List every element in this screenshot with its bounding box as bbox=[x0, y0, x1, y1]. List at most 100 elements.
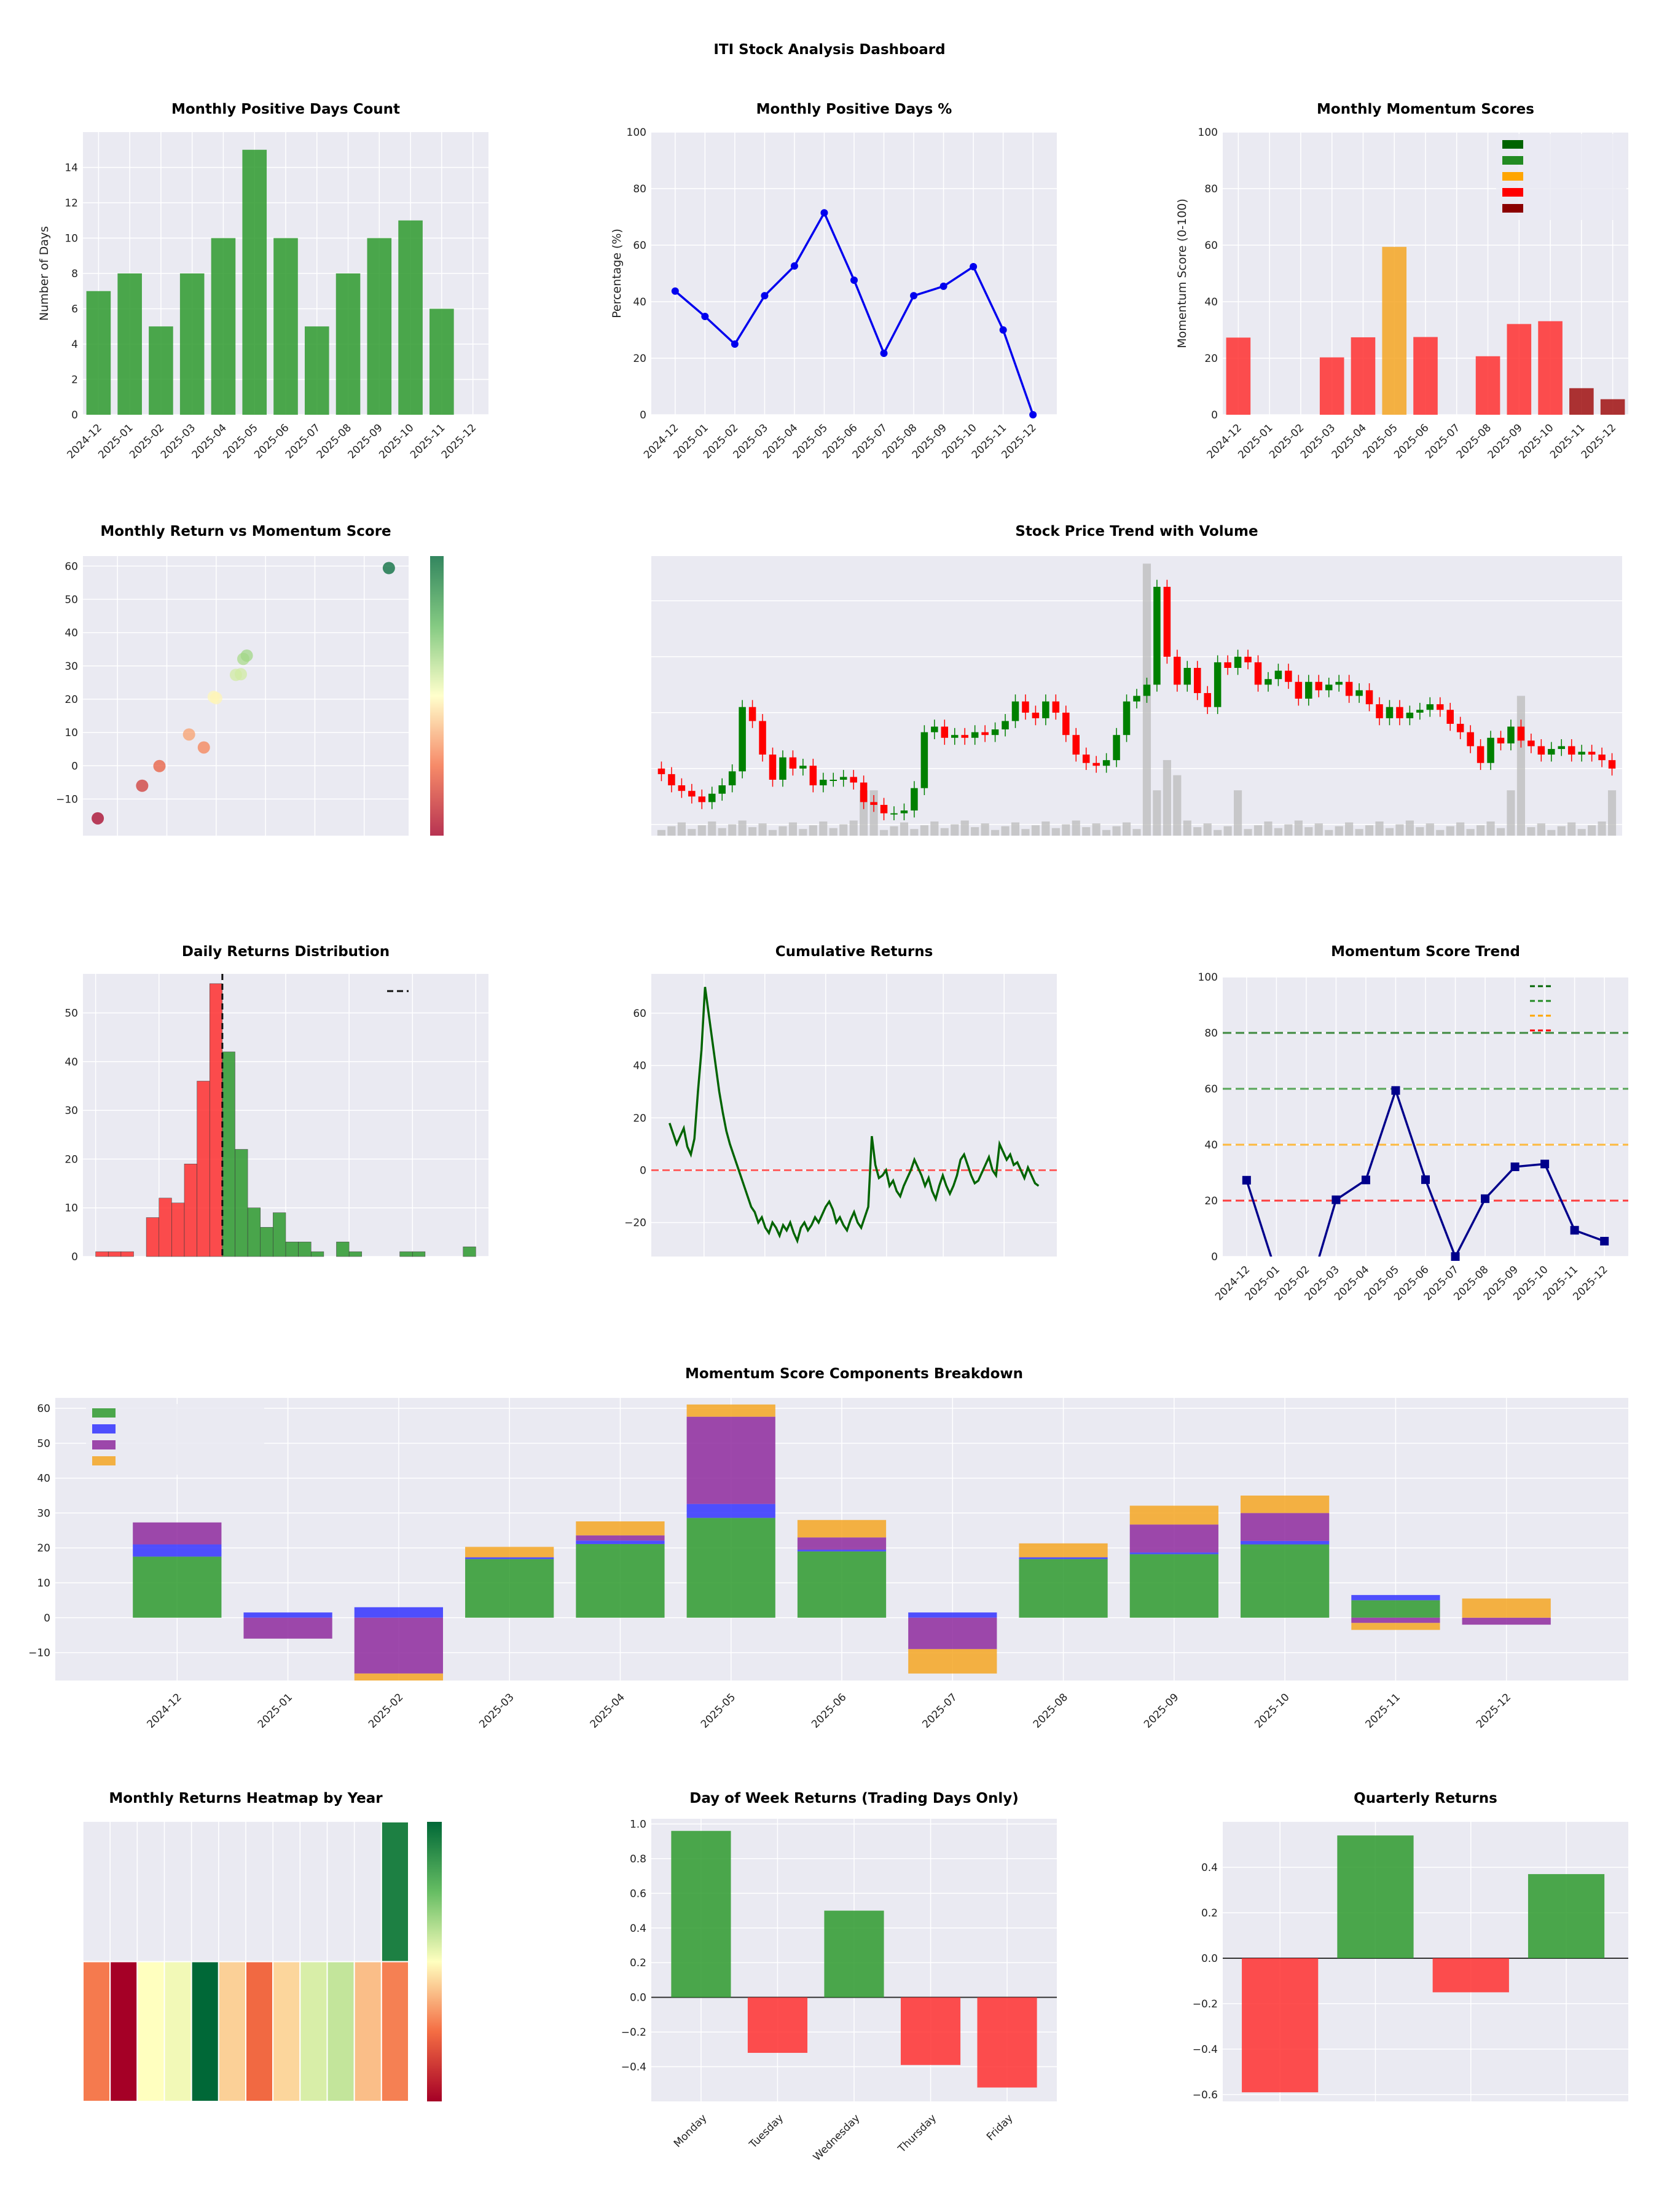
volume-bar bbox=[1395, 824, 1404, 836]
volume-bar bbox=[1102, 830, 1111, 836]
y-tick-label: 50 bbox=[65, 594, 78, 606]
chart-title: Day of Week Returns (Trading Days Only) bbox=[689, 1790, 1019, 1806]
legend-swatch bbox=[1502, 140, 1523, 149]
volume-bar bbox=[920, 825, 928, 836]
volume-bar bbox=[1385, 828, 1394, 836]
volume-bar bbox=[718, 828, 726, 836]
candle-body bbox=[991, 729, 999, 735]
y-tick-label: 12 bbox=[65, 197, 78, 210]
candle-body bbox=[1396, 707, 1403, 718]
heatmap-cell bbox=[380, 1821, 409, 1963]
chart-title: Monthly Positive Days % bbox=[756, 101, 952, 117]
stacked-segment bbox=[797, 1520, 887, 1538]
stacked-segment bbox=[243, 1617, 332, 1639]
y-tick-label: 60 bbox=[633, 1008, 646, 1020]
volume-bar bbox=[1203, 823, 1212, 836]
stacked-segment bbox=[354, 1607, 443, 1618]
y-tick-label: 50 bbox=[65, 1007, 78, 1019]
bar bbox=[273, 238, 298, 415]
scatter-point bbox=[197, 741, 210, 754]
x-tick-label: Thursday bbox=[895, 2112, 939, 2155]
candle-body bbox=[1244, 656, 1252, 662]
x-tick-label: 2024-12 bbox=[144, 1691, 184, 1730]
heatmap-cell bbox=[109, 1961, 138, 2102]
stacked-segment bbox=[1462, 1598, 1551, 1618]
y-tick-label: 40 bbox=[633, 1060, 646, 1072]
line-point bbox=[820, 209, 828, 217]
candle-body bbox=[1315, 681, 1323, 691]
candle-body bbox=[911, 788, 918, 811]
chart-returns-heatmap: Monthly Returns Heatmap by Year bbox=[82, 1790, 442, 2102]
line-point bbox=[701, 313, 709, 321]
line-point bbox=[970, 263, 978, 271]
candle-body bbox=[1193, 668, 1201, 693]
volume-bar bbox=[667, 826, 676, 836]
stacked-segment bbox=[686, 1504, 775, 1518]
stacked-segment bbox=[133, 1522, 222, 1545]
stacked-segment bbox=[686, 1404, 775, 1417]
candle-body bbox=[1153, 587, 1161, 685]
chart-title: Cumulative Returns bbox=[775, 944, 933, 960]
volume-bar bbox=[1112, 826, 1121, 836]
bar bbox=[1351, 337, 1376, 415]
trend-marker bbox=[1391, 1086, 1400, 1095]
trend-marker bbox=[1600, 1236, 1609, 1245]
stacked-segment bbox=[1241, 1496, 1330, 1513]
candle-body bbox=[820, 780, 827, 786]
candle-body bbox=[1295, 681, 1303, 699]
y-axis-label: Number of Days bbox=[37, 226, 51, 321]
legend-swatch bbox=[92, 1408, 116, 1418]
volume-bar bbox=[971, 827, 979, 836]
hist-bar bbox=[146, 1217, 160, 1257]
volume-bar bbox=[1527, 827, 1535, 836]
bar bbox=[1507, 324, 1532, 415]
candle-body bbox=[1042, 701, 1049, 718]
y-tick-label: −0.6 bbox=[1193, 2089, 1218, 2101]
candle-body bbox=[1335, 681, 1343, 685]
y-tick-label: −0.4 bbox=[1193, 2044, 1218, 2056]
y-tick-label: 0 bbox=[640, 409, 646, 422]
chart-title: Monthly Return vs Momentum Score bbox=[100, 524, 391, 539]
trend-marker bbox=[1242, 1175, 1251, 1185]
hist-bar bbox=[285, 1241, 299, 1257]
y-tick-label: 20 bbox=[37, 1542, 50, 1555]
volume-bar bbox=[1082, 827, 1091, 836]
y-tick-label: −0.4 bbox=[621, 2061, 646, 2074]
trend-marker bbox=[1421, 1175, 1430, 1184]
volume-bar bbox=[1607, 790, 1617, 836]
volume-bar bbox=[1132, 829, 1141, 836]
chart-title: Monthly Positive Days Count bbox=[171, 101, 400, 117]
y-tick-label: 40 bbox=[1204, 296, 1218, 308]
candle-body bbox=[860, 782, 868, 802]
bar bbox=[86, 291, 111, 415]
y-tick-label: 0 bbox=[71, 760, 78, 772]
candle-body bbox=[1274, 670, 1282, 680]
candle-body bbox=[1537, 746, 1545, 755]
candle-body bbox=[1102, 760, 1110, 766]
y-tick-label: −10 bbox=[28, 1647, 50, 1660]
legend-swatch bbox=[92, 1456, 116, 1465]
hist-bar bbox=[399, 1251, 413, 1257]
heatmap-cell bbox=[218, 1961, 247, 2102]
volume-bar bbox=[1547, 830, 1556, 836]
bar bbox=[304, 326, 329, 415]
candle-body bbox=[657, 768, 665, 774]
volume-bar bbox=[748, 827, 757, 836]
candle-body bbox=[900, 810, 908, 814]
x-tick-label: Friday bbox=[984, 2112, 1016, 2143]
line-point bbox=[1029, 411, 1037, 418]
hist-bar bbox=[159, 1198, 172, 1257]
volume-bar bbox=[900, 822, 909, 836]
volume-bar bbox=[1163, 760, 1171, 836]
candle-body bbox=[789, 757, 797, 769]
y-tick-label: 0.0 bbox=[1201, 1953, 1218, 1965]
candle-body bbox=[718, 785, 726, 794]
candle-body bbox=[1092, 763, 1100, 766]
stacked-segment bbox=[1019, 1543, 1108, 1558]
volume-bar bbox=[1567, 822, 1576, 836]
candle-body bbox=[1163, 587, 1171, 657]
volume-bar bbox=[1001, 826, 1010, 836]
x-tick-label: 2025-01 bbox=[256, 1691, 295, 1730]
line-point bbox=[880, 349, 888, 357]
x-tick-label: 2025-03 bbox=[477, 1691, 516, 1730]
